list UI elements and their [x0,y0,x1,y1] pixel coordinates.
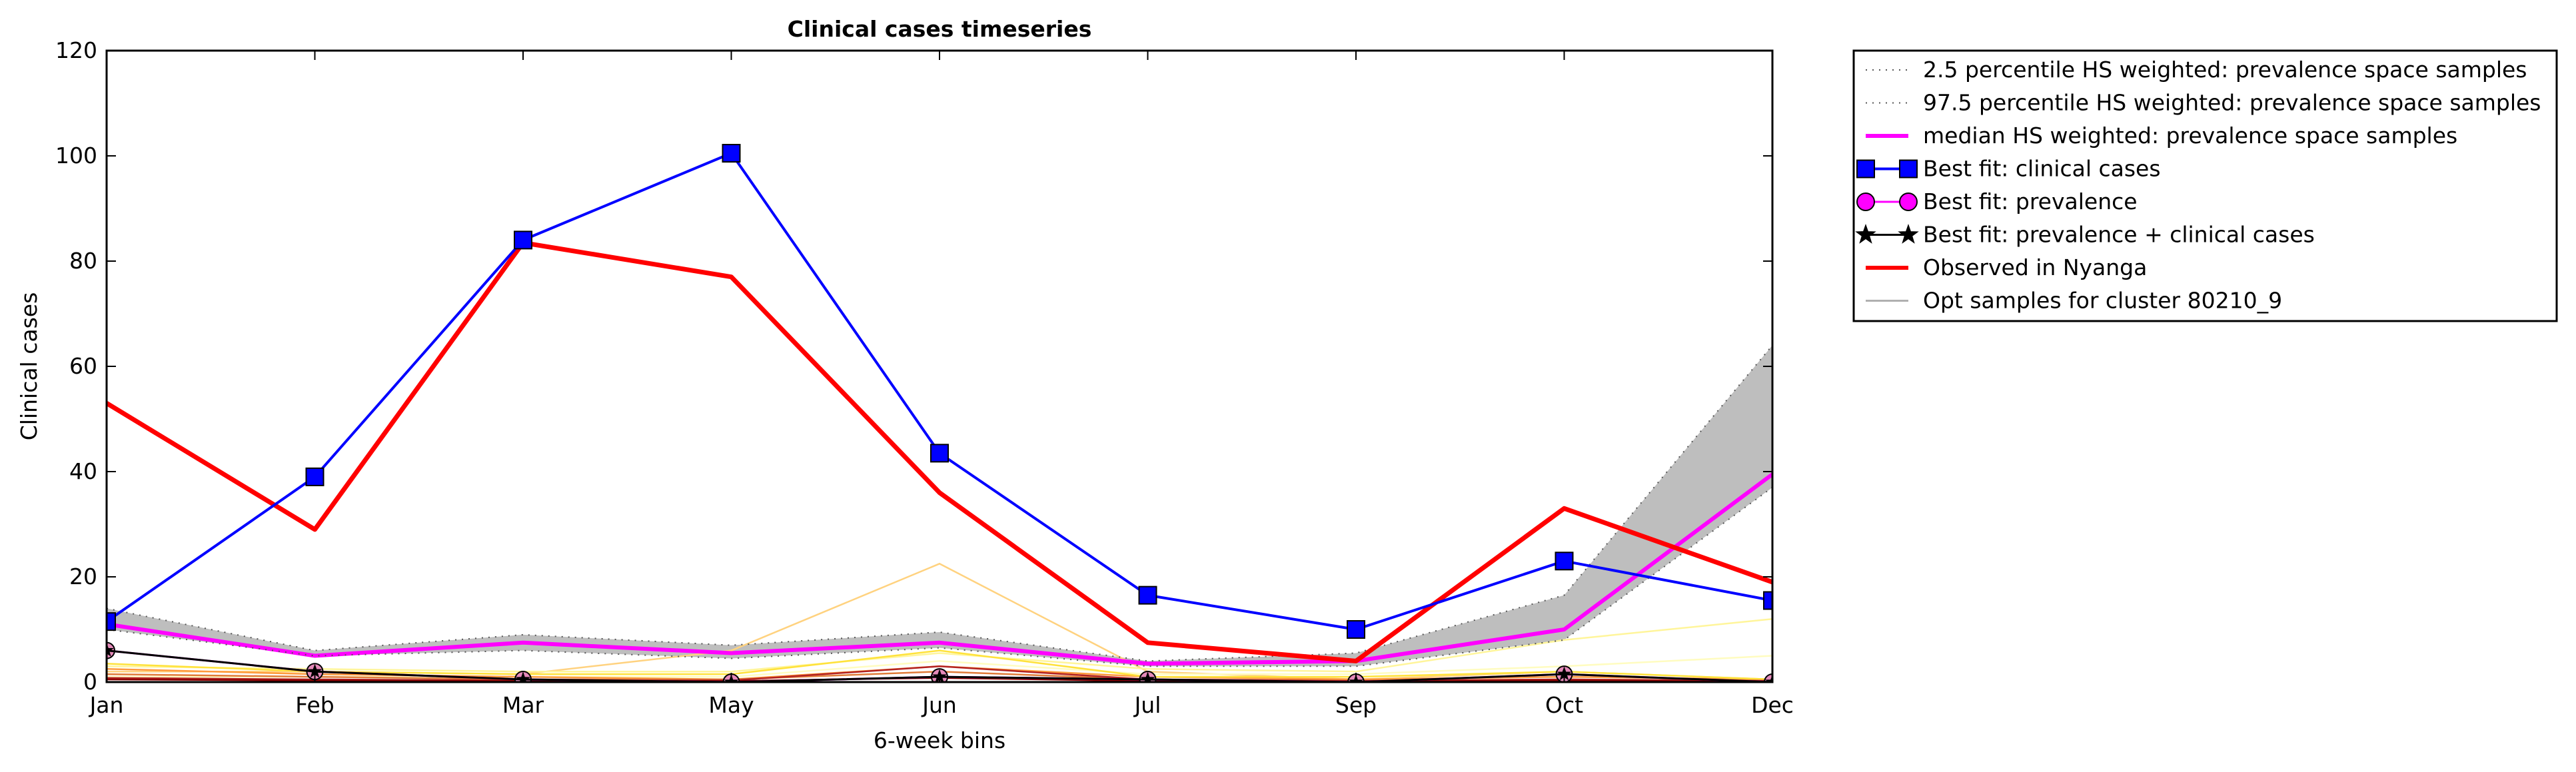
x-tick-label-8: Oct [1545,692,1583,718]
x-tick-label-6: Jul [1133,692,1161,718]
series-4-point-8 [1555,552,1574,571]
x-tick-label-9: Dec [1751,692,1794,718]
legend-marker-end-6 [1898,223,1919,244]
legend-label-1: 2.5 percentile HS weighted: prevalence s… [1923,57,2527,83]
opt-sample-line-5 [107,649,1772,681]
legend-label-4: Best fit: clinical cases [1923,156,2161,182]
opt-sample-line-2 [107,617,1772,673]
opt-sample-line-7 [107,665,1772,682]
x-tick-label-7: Sep [1335,692,1377,718]
series-6-point-1 [107,643,114,657]
legend-label-7: Observed in Nyanga [1923,254,2147,280]
legend: 2.5 percentile HS weighted: prevalence s… [1852,49,2558,322]
y-tick-label-6: 100 [55,143,97,169]
series-4-point-1 [107,612,116,631]
y-tick-label-4: 60 [69,353,97,379]
legend-frame [1852,49,2558,322]
series-6-point-9 [1765,674,1772,682]
y-tick-label-1: 0 [83,669,97,695]
legend-marker-start-4 [1856,159,1875,179]
legend-label-5: Best fit: prevalence [1923,189,2138,214]
series-line-7 [107,240,1772,663]
legend-label-6: Best fit: prevalence + clinical cases [1923,222,2315,248]
opt-sample-line-3 [107,655,1772,678]
series-4-point-4 [722,144,741,163]
y-axis-title: Clinical cases [16,292,42,441]
legend-label-8: Opt samples for cluster 80210_9 [1923,288,2282,314]
series-4-point-5 [930,444,949,463]
x-tick-label-3: Mar [502,692,544,718]
y-tick-label-2: 20 [69,564,97,589]
x-tick-label-5: Jun [921,692,957,718]
legend-marker-end-4 [1899,159,1918,179]
legend-marker-start-6 [1855,223,1876,244]
legend-label-3: median HS weighted: prevalence space sam… [1923,123,2457,149]
axes: 0 20 40 60 80 100 120 Jan Feb Mar May Jun Jul Sep Oct D… [55,37,1794,718]
series-4-point-2 [305,467,324,486]
legend-entries: 2.5 percentile HS weighted: prevalence s… [1855,57,2541,314]
x-axis-title: 6-week bins [874,727,1005,753]
series-4-point-9 [1763,591,1772,610]
y-tick-label-3: 40 [69,458,97,484]
x-tick-label-2: Feb [295,692,334,718]
x-tick-label-4: May [708,692,754,718]
series-4-point-3 [514,230,532,250]
series-4-point-6 [1138,585,1157,605]
legend-marker-start-5 [1856,193,1875,211]
legend-label-2: 97.5 percentile HS weighted: prevalence … [1923,90,2541,116]
legend-marker-end-5 [1899,193,1918,211]
x-tick-label-1: Jan [89,692,124,718]
series-line-3 [107,472,1772,666]
chart-title: Clinical cases timeseries [788,16,1092,42]
y-tick-label-5: 80 [69,248,97,274]
y-tick-label-7: 120 [55,37,97,63]
series-4-point-7 [1347,620,1365,639]
